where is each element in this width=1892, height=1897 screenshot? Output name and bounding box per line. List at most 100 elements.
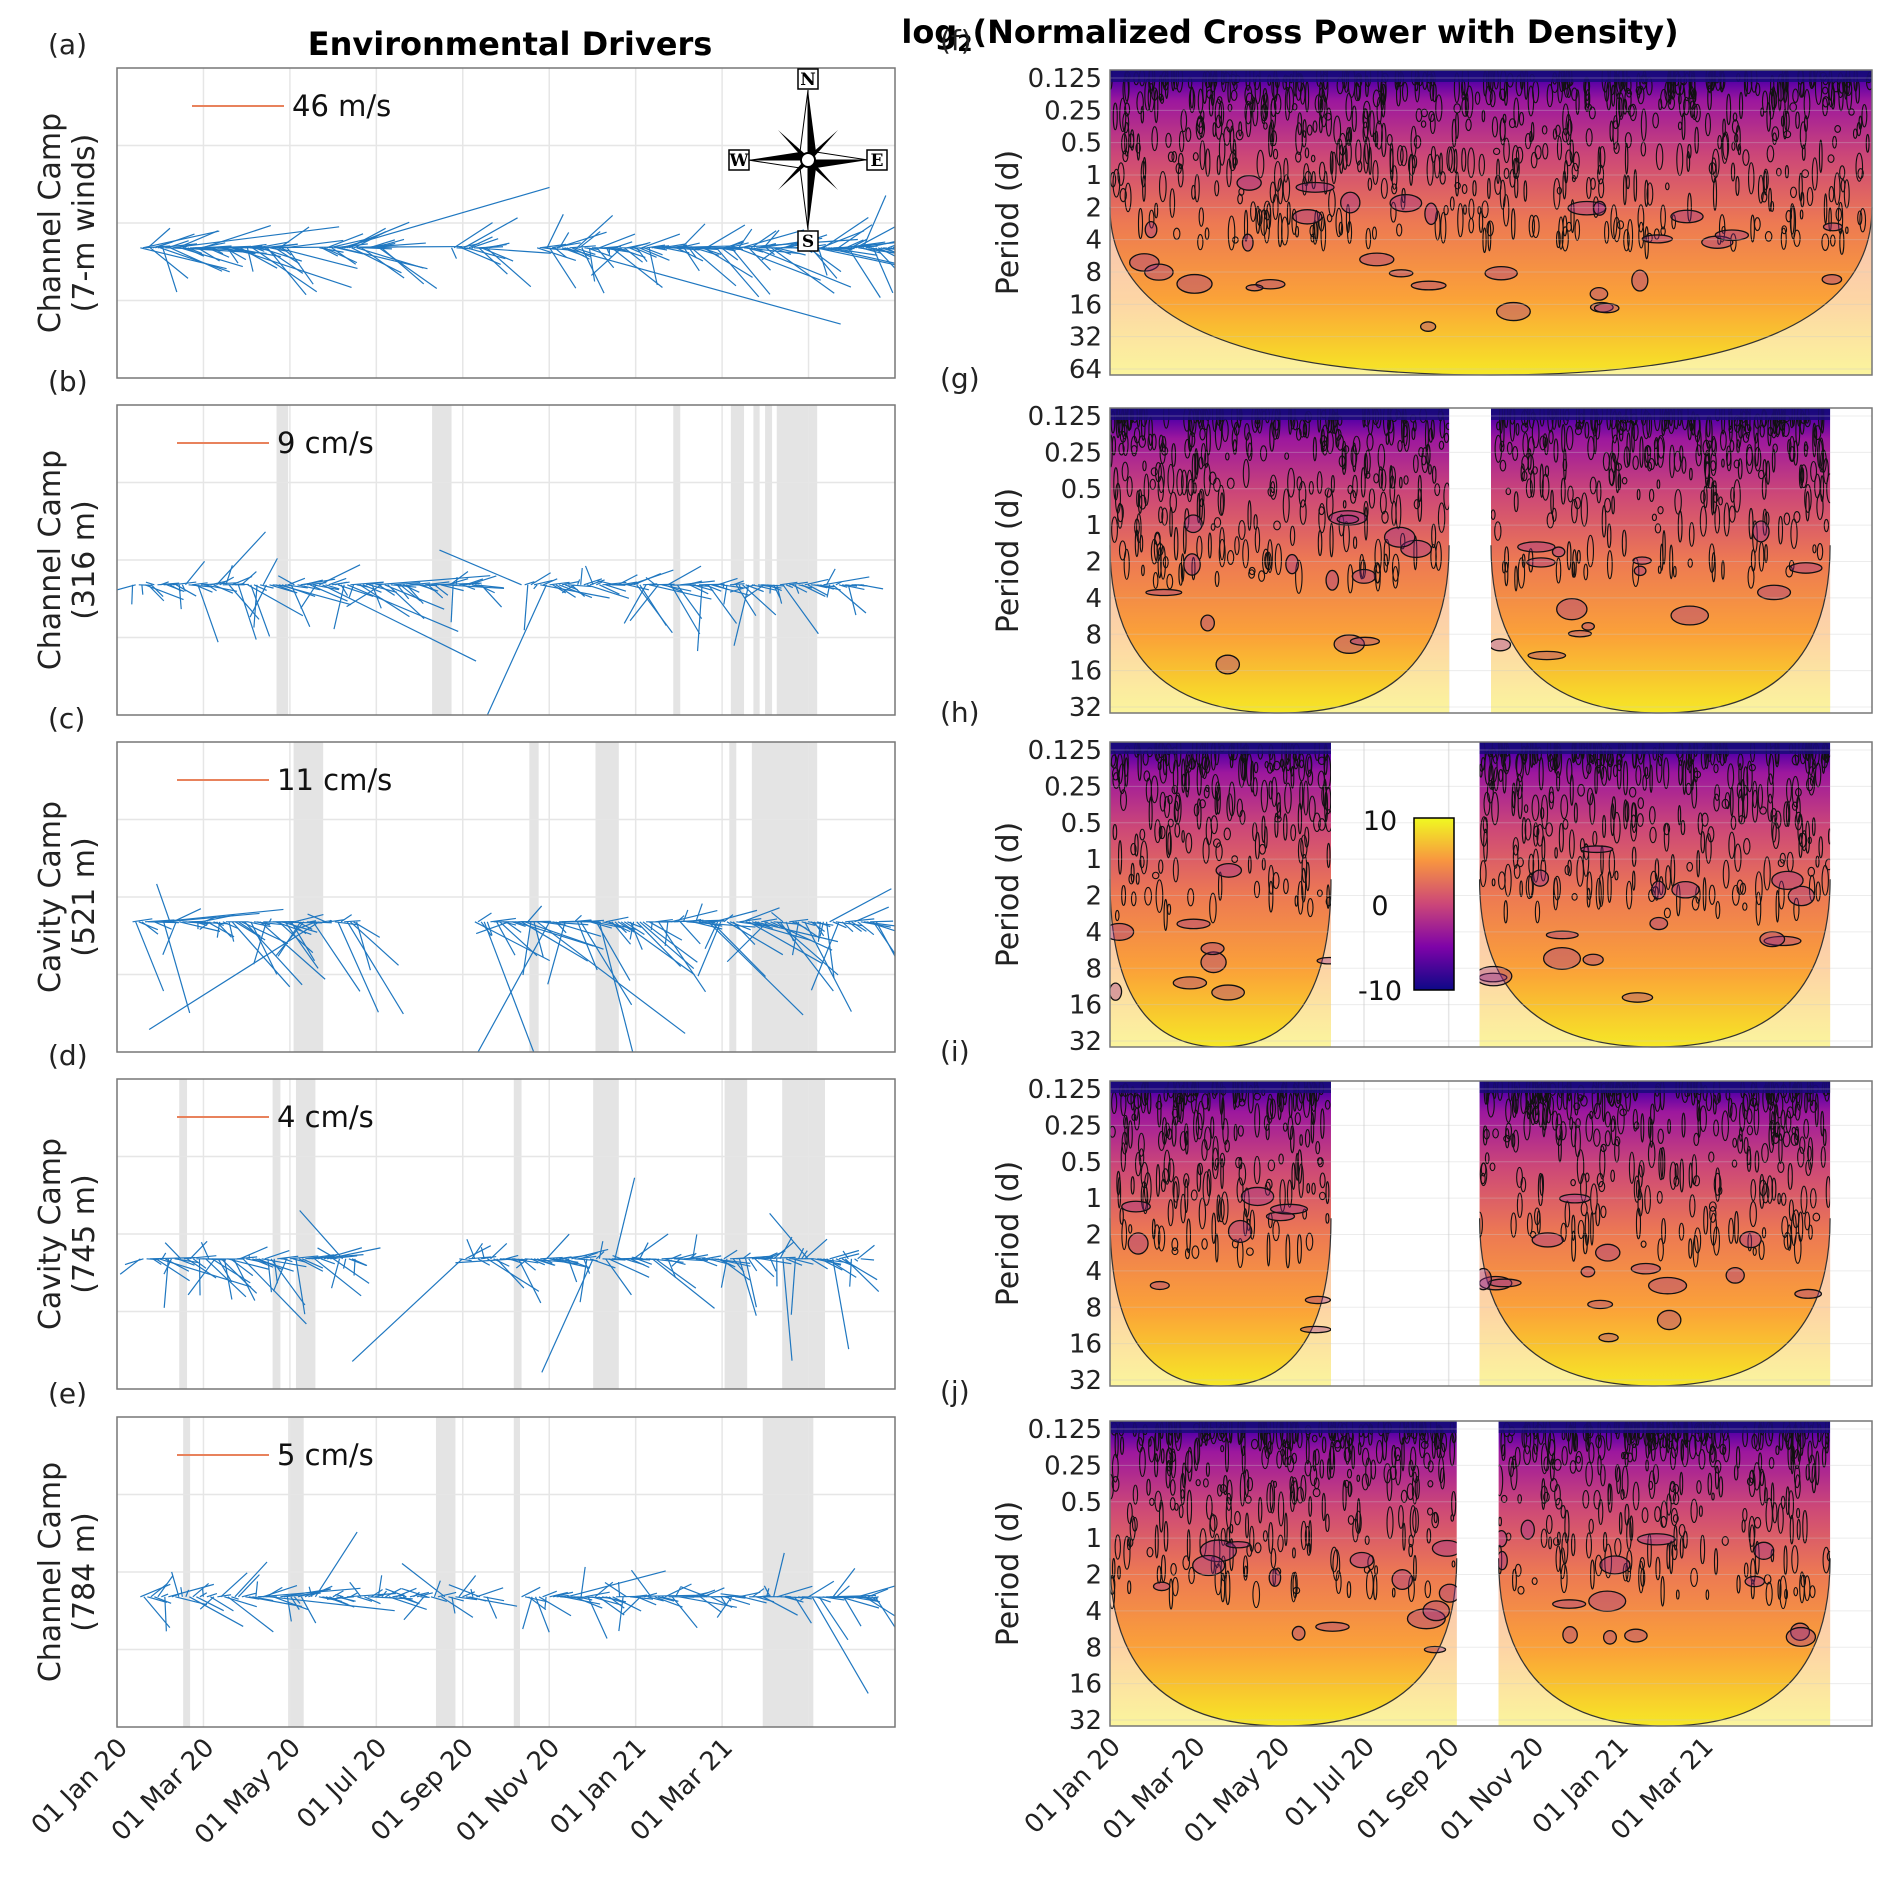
y-tick-label: 8 [1085,258,1102,288]
vector-line [745,1258,757,1308]
vector-line [845,918,875,923]
vector-line [199,921,211,930]
vector-line [364,1596,381,1605]
vector-line [349,921,399,966]
vector-line [160,908,284,923]
vector-line [675,1587,681,1598]
y-tick-label: 8 [1085,1633,1102,1663]
vector-line [275,584,294,593]
left-title: Environmental Drivers [308,25,713,63]
vector-line [135,921,165,992]
y-tick-label: 16 [1069,1670,1102,1700]
vector-line [855,226,895,249]
vector-line [154,1596,172,1604]
vector-line [845,239,864,249]
vector-line [401,1563,446,1598]
significance-contours [1110,1421,1457,1654]
vector-line [536,247,577,262]
vector-line [213,247,216,251]
vector-line [293,1596,301,1604]
vector-line [797,1247,805,1260]
wavelet-power-field [1110,1081,1331,1386]
vector-line [149,1257,196,1260]
vector-line [779,921,834,992]
vector-line [676,584,703,620]
vector-line [861,1596,877,1602]
vector-line [843,1596,862,1627]
vector-line [617,574,638,586]
vector-line [226,247,239,264]
vector-line [286,247,314,285]
vector-line [356,921,372,971]
vector-line [723,914,734,923]
vector-line [161,1593,169,1598]
vector-line [542,1590,558,1598]
vector-line [838,1253,860,1260]
vector-line [160,581,169,586]
vector-line [353,1258,356,1276]
vector-line [144,584,184,601]
vector-line [138,921,159,931]
vector-line [825,247,895,264]
vector-line [723,1249,738,1260]
vector-line [543,1258,553,1264]
vector-line [450,584,454,623]
significance-contours [1479,1081,1831,1343]
y-axis-label: Period (d) [991,822,1026,968]
vector-line [716,1596,733,1618]
y-tick-label: 1 [1085,845,1102,875]
right-title-rest: (Normalized Cross Power with Density) [973,13,1679,51]
vector-line [228,921,235,942]
vector-line [505,921,522,933]
vector-line [605,584,627,592]
vector-line [670,1253,682,1260]
vector-line [307,913,326,923]
vector-line [441,1596,474,1618]
vector-line [512,921,526,927]
vector-line [477,584,495,594]
vector-line [829,1249,860,1260]
vector-line [147,1596,168,1603]
vector-line [633,1594,648,1598]
vector-line [273,1596,309,1611]
vector-line [741,229,805,249]
vector-line [623,584,647,624]
vector-line [448,1584,481,1598]
vector-line [297,584,321,591]
y-tick-label: 0.125 [1028,1415,1102,1445]
vector-line [187,1258,216,1296]
vector-line [729,921,751,931]
vector-line [167,240,189,249]
wavelet-power-field [1110,70,1872,375]
y-tick-label: 2 [1085,548,1102,578]
vector-line [830,247,844,251]
significance-contours [1110,742,1331,1001]
vector-line [630,1258,650,1268]
vector-line [147,584,165,602]
vector-line [862,195,887,249]
vector-line [633,1233,669,1260]
vector-line [608,1258,650,1278]
y-tick-label: 1 [1085,1524,1102,1554]
vector-line [231,1596,239,1600]
vector-line [515,1258,529,1269]
vector-line [351,247,402,274]
vector-line [566,247,590,260]
vector-line [631,241,651,249]
vector-line [599,584,620,595]
vector-line [872,247,894,294]
vector-line [463,217,518,249]
vector-line [332,1590,344,1598]
vector-line [177,1258,195,1266]
vector-line [530,572,551,586]
vector-line [329,1596,349,1606]
compass-rose: N S E W [728,68,888,252]
vector-line [847,247,881,298]
vector-line [427,584,444,599]
y-axis-label: Channel Camp(316 m) [33,450,102,670]
y-tick-label: 2 [1085,1561,1102,1591]
cone-of-influence [1479,742,1831,1047]
y-axis-label: Channel Camp(784 m) [33,1462,102,1682]
vector-line [730,583,745,586]
